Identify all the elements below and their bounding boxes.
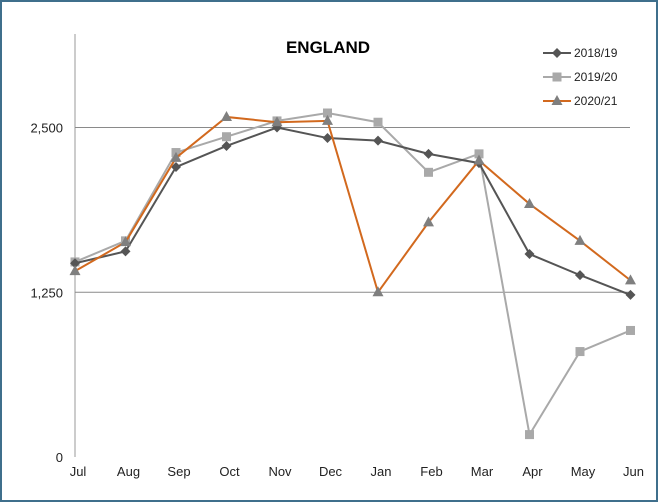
data-point: [575, 347, 585, 357]
data-point: [271, 116, 283, 127]
data-point: [120, 246, 131, 257]
data-point: [473, 154, 485, 165]
data-point: [372, 286, 384, 297]
data-point: [170, 151, 182, 162]
legend-entry: 2019/20: [543, 70, 618, 84]
data-point: [474, 149, 484, 159]
x-tick-label: Dec: [319, 464, 343, 479]
legend-label: 2018/19: [574, 46, 618, 60]
data-point: [574, 234, 586, 245]
legend-marker: [551, 95, 563, 105]
data-point: [222, 132, 231, 142]
y-tick-label: 2,500: [30, 121, 63, 136]
series-line: [74, 115, 632, 295]
data-point: [575, 270, 585, 281]
data-point: [424, 167, 433, 177]
chart-title: ENGLAND: [286, 38, 370, 57]
series-line: [74, 126, 631, 296]
data-point: [423, 148, 434, 159]
x-tick-label: Apr: [522, 464, 543, 479]
x-tick-label: Sep: [167, 464, 190, 479]
x-tick-label: Jul: [70, 464, 87, 479]
data-point: [373, 117, 383, 127]
y-tick-label: 0: [56, 450, 63, 465]
series-line: [74, 111, 631, 438]
series-2019-20: [70, 108, 635, 440]
data-point: [70, 258, 80, 269]
legend-entry: 2018/19: [543, 46, 618, 60]
y-tick-label: 1,250: [30, 285, 63, 300]
x-tick-label: Oct: [219, 464, 240, 479]
legend-label: 2019/20: [574, 70, 618, 84]
data-point: [625, 289, 636, 300]
data-point: [171, 162, 181, 173]
series-2020-21: [69, 110, 636, 297]
data-point: [323, 108, 332, 118]
data-point: [322, 133, 333, 144]
legend-marker: [552, 72, 562, 82]
x-tick-label: Aug: [117, 464, 140, 479]
x-tick-label: Nov: [268, 464, 292, 479]
x-tick-label: Jan: [371, 464, 392, 479]
legend-entry: 2020/21: [543, 94, 618, 108]
data-point: [373, 135, 383, 146]
data-point: [69, 265, 81, 276]
data-point: [221, 140, 232, 151]
data-point: [322, 114, 333, 125]
x-tick-label: Mar: [471, 464, 494, 479]
data-point: [524, 249, 535, 260]
x-tick-label: Jun: [623, 464, 644, 479]
legend-marker: [552, 48, 562, 58]
data-point: [120, 236, 131, 247]
data-point: [525, 430, 534, 440]
data-point: [625, 274, 636, 285]
data-point: [524, 197, 535, 208]
legend-label: 2020/21: [574, 94, 618, 108]
data-point: [221, 110, 232, 121]
x-tick-label: May: [571, 464, 596, 479]
series-2018-19: [70, 122, 636, 300]
data-point: [626, 325, 635, 335]
x-tick-label: Feb: [420, 464, 442, 479]
data-point: [423, 216, 434, 227]
